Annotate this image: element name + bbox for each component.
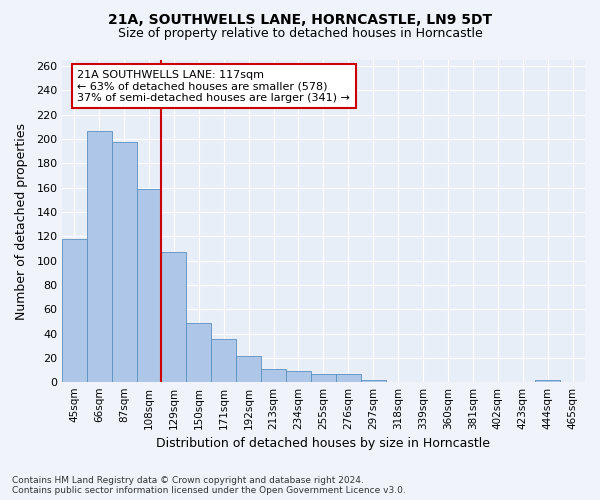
Bar	[112, 142, 137, 382]
Bar	[161, 252, 187, 382]
X-axis label: Distribution of detached houses by size in Horncastle: Distribution of detached houses by size …	[157, 437, 490, 450]
Text: 21A, SOUTHWELLS LANE, HORNCASTLE, LN9 5DT: 21A, SOUTHWELLS LANE, HORNCASTLE, LN9 5D…	[108, 12, 492, 26]
Text: Contains HM Land Registry data © Crown copyright and database right 2024.
Contai: Contains HM Land Registry data © Crown c…	[12, 476, 406, 495]
Bar	[336, 374, 361, 382]
Bar	[261, 369, 286, 382]
Bar	[361, 380, 386, 382]
Bar	[187, 323, 211, 382]
Bar	[311, 374, 336, 382]
Bar	[286, 372, 311, 382]
Text: 21A SOUTHWELLS LANE: 117sqm
← 63% of detached houses are smaller (578)
37% of se: 21A SOUTHWELLS LANE: 117sqm ← 63% of det…	[77, 70, 350, 103]
Bar	[86, 130, 112, 382]
Bar	[137, 189, 161, 382]
Bar	[62, 239, 86, 382]
Bar	[236, 356, 261, 382]
Y-axis label: Number of detached properties: Number of detached properties	[15, 122, 28, 320]
Bar	[535, 380, 560, 382]
Text: Size of property relative to detached houses in Horncastle: Size of property relative to detached ho…	[118, 28, 482, 40]
Bar	[211, 338, 236, 382]
